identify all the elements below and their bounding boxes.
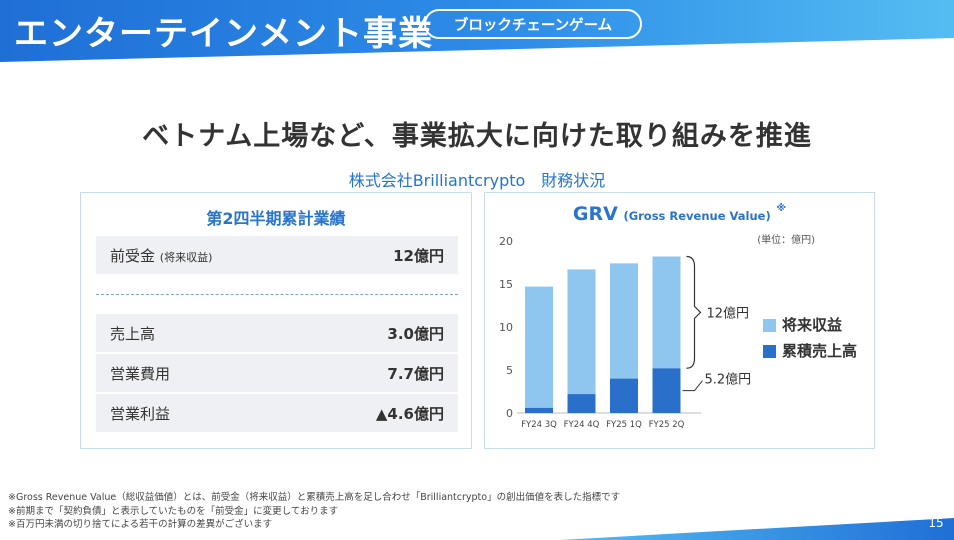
- grv-chart-panel: GRV (Gross Revenue Value) ※ 0 5 10 15 20 (単位：…: [484, 192, 875, 449]
- y-tick-label: 15: [499, 278, 513, 291]
- bar-future-revenue: [567, 269, 596, 395]
- header-decoration: [0, 38, 954, 62]
- page-title: エンターテインメント事業: [14, 14, 433, 54]
- bottom-label: 5.2億円: [705, 372, 752, 388]
- row-advance-payment: 前受金 (将来収益) 12億円: [96, 236, 458, 274]
- chart-title: GRV (Gross Revenue Value) ※: [485, 203, 874, 225]
- chart-title-main: GRV: [572, 203, 618, 225]
- grv-chart: 0 5 10 15 20 (単位：億円) FY24 3Q FY24 4Q FY25 1Q FY25…: [499, 233, 857, 430]
- bar-cumulative-sales: [652, 368, 681, 413]
- footnotes: ※Gross Revenue Value（総収益価値）とは、前受金（将来収益）と…: [8, 491, 620, 532]
- bar-future-revenue: [525, 286, 553, 408]
- x-tick-label: FY24 3Q: [521, 420, 557, 430]
- chart-title-mark: ※: [776, 203, 787, 214]
- x-tick-label: FY24 4Q: [564, 420, 600, 430]
- row-value: 12億円: [393, 246, 444, 265]
- page-number: 15: [928, 516, 944, 530]
- bracket: [686, 255, 702, 369]
- y-tick-label: 5: [506, 364, 513, 377]
- x-tick-label: FY25 1Q: [606, 420, 642, 430]
- panel-title: 第2四半期累計業績: [206, 209, 346, 228]
- row-label: 売上高: [110, 324, 156, 343]
- row-value: 7.7億円: [387, 364, 444, 383]
- row-operating-profit: 営業利益 ▲4.6億円: [96, 394, 458, 432]
- row-sublabel: (将来収益): [159, 250, 213, 264]
- row-revenue: 売上高 3.0億円: [96, 314, 458, 352]
- footnote: ※百万円未満の切り捨てによる若干の計算の差異がございます: [8, 519, 273, 530]
- legend-label-future-revenue: 将来収益: [782, 316, 842, 334]
- row-value: 3.0億円: [387, 324, 444, 343]
- bar-cumulative-sales: [525, 407, 553, 413]
- legend-label-cumulative-sales: 累積売上高: [782, 342, 857, 360]
- bar-cumulative-sales: [610, 378, 638, 413]
- unit-label: (単位：億円): [757, 233, 815, 246]
- y-tick-label: 20: [499, 235, 513, 248]
- x-tick-label: FY25 2Q: [649, 420, 685, 430]
- row-label: 前受金 (将来収益): [110, 246, 213, 265]
- y-tick-label: 0: [506, 407, 513, 420]
- bracket-label: 12億円: [707, 305, 750, 321]
- leader-line: [682, 380, 703, 392]
- row-label: 営業利益: [110, 404, 171, 423]
- row-label: 営業費用: [110, 364, 171, 383]
- footnote: ※前期まで「契約負債」と表示していたものを「前受金」に変更しております: [8, 505, 339, 517]
- legend-swatch-cumulative-sales: [763, 345, 776, 358]
- headline: ベトナム上場など、事業拡大に向けた取り組みを推進: [142, 121, 812, 152]
- financial-results-panel: 第2四半期累計業績 前受金 (将来収益) 12億円 売上高 3.0億円 営業費用…: [80, 192, 472, 449]
- bar-cumulative-sales: [567, 394, 596, 413]
- row-operating-expenses: 営業費用 7.7億円: [96, 354, 458, 392]
- bar-future-revenue: [652, 256, 681, 369]
- y-tick-label: 10: [499, 321, 513, 334]
- category-tag: ブロックチェーンゲーム: [424, 9, 642, 39]
- subheading: 株式会社Brilliantcrypto 財務状況: [348, 171, 606, 190]
- legend-swatch-future-revenue: [763, 319, 776, 332]
- footnote: ※Gross Revenue Value（総収益価値）とは、前受金（将来収益）と…: [8, 492, 621, 503]
- bar-future-revenue: [610, 263, 638, 379]
- footer-band: [560, 518, 954, 540]
- row-value: ▲4.6億円: [375, 404, 444, 423]
- divider: [96, 294, 458, 295]
- chart-title-sub: (Gross Revenue Value): [623, 209, 771, 223]
